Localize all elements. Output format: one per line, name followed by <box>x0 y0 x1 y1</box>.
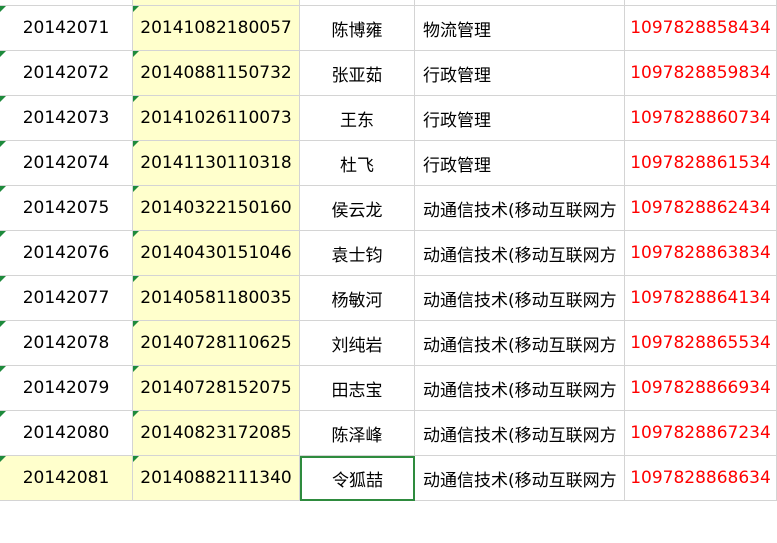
student-id-cell[interactable]: 20141082180057 <box>133 6 300 51</box>
serial-id-cell[interactable]: 20142075 <box>0 186 133 231</box>
phone-cell[interactable]: 1097828865534 <box>625 321 777 366</box>
student-name-cell[interactable]: 陈博雍 <box>300 6 415 51</box>
serial-id-cell[interactable]: 20142072 <box>0 51 133 96</box>
serial-id-cell[interactable]: 20142077 <box>0 276 133 321</box>
major-cell[interactable]: 行政管理 <box>415 141 625 186</box>
phone-cell[interactable]: 1097828860734 <box>625 96 777 141</box>
student-name-cell[interactable]: 袁士钧 <box>300 231 415 276</box>
phone-cell[interactable]: 1097828866934 <box>625 366 777 411</box>
serial-id-cell[interactable]: 20142071 <box>0 6 133 51</box>
phone-cell[interactable]: 1097828864134 <box>625 276 777 321</box>
major-cell[interactable]: 行政管理 <box>415 51 625 96</box>
student-id-cell[interactable]: 20140728152075 <box>133 366 300 411</box>
student-id-cell[interactable]: 20141024152285 <box>133 0 300 6</box>
major-cell[interactable]: 动通信技术(移动互联网方 <box>415 186 625 231</box>
student-id-cell[interactable]: 20140881150732 <box>133 51 300 96</box>
phone-cell[interactable]: 1097828858434 <box>625 6 777 51</box>
phone-cell[interactable]: 1097828861534 <box>625 141 777 186</box>
student-name-cell[interactable]: 张鑫荣 <box>300 0 415 6</box>
major-cell[interactable]: 物流管理 <box>415 0 625 6</box>
student-name-cell[interactable]: 陈泽峰 <box>300 411 415 456</box>
student-name-cell[interactable]: 令狐喆 <box>300 456 415 501</box>
major-cell[interactable]: 动通信技术(移动互联网方 <box>415 456 625 501</box>
student-id-cell[interactable]: 20141026110073 <box>133 96 300 141</box>
phone-cell[interactable]: 1097828859834 <box>625 51 777 96</box>
phone-cell[interactable]: 1097828863834 <box>625 231 777 276</box>
major-cell[interactable]: 动通信技术(移动互联网方 <box>415 321 625 366</box>
student-id-cell[interactable]: 20140322150160 <box>133 186 300 231</box>
serial-id-cell[interactable]: 20142079 <box>0 366 133 411</box>
major-cell[interactable]: 动通信技术(移动互联网方 <box>415 231 625 276</box>
major-cell[interactable]: 动通信技术(移动互联网方 <box>415 411 625 456</box>
major-cell[interactable]: 动通信技术(移动互联网方 <box>415 366 625 411</box>
serial-id-cell[interactable]: 20142074 <box>0 141 133 186</box>
major-cell[interactable]: 动通信技术(移动互联网方 <box>415 276 625 321</box>
serial-id-cell[interactable]: 20142081 <box>0 456 133 501</box>
major-cell[interactable]: 物流管理 <box>415 6 625 51</box>
serial-id-cell[interactable]: 20142078 <box>0 321 133 366</box>
serial-id-cell[interactable]: 20142073 <box>0 96 133 141</box>
student-id-cell[interactable]: 20140728110625 <box>133 321 300 366</box>
serial-id-cell[interactable]: 20142080 <box>0 411 133 456</box>
student-id-cell[interactable]: 20140581180035 <box>133 276 300 321</box>
student-name-cell[interactable]: 侯云龙 <box>300 186 415 231</box>
serial-id-cell[interactable]: 20142076 <box>0 231 133 276</box>
phone-cell[interactable]: 1097828868634 <box>625 456 777 501</box>
serial-id-cell[interactable]: 20142070 <box>0 0 133 6</box>
student-name-cell[interactable]: 王东 <box>300 96 415 141</box>
student-name-cell[interactable]: 杨敏河 <box>300 276 415 321</box>
student-name-cell[interactable]: 杜飞 <box>300 141 415 186</box>
student-name-cell[interactable]: 田志宝 <box>300 366 415 411</box>
student-id-cell[interactable]: 20140882111340 <box>133 456 300 501</box>
phone-cell[interactable]: 1097828867234 <box>625 411 777 456</box>
student-id-cell[interactable]: 20140430151046 <box>133 231 300 276</box>
phone-cell[interactable]: 1097828862434 <box>625 186 777 231</box>
student-name-cell[interactable]: 张亚茹 <box>300 51 415 96</box>
student-id-cell[interactable]: 20141130110318 <box>133 141 300 186</box>
major-cell[interactable]: 行政管理 <box>415 96 625 141</box>
student-name-cell[interactable]: 刘纯岩 <box>300 321 415 366</box>
student-id-cell[interactable]: 20140823172085 <box>133 411 300 456</box>
